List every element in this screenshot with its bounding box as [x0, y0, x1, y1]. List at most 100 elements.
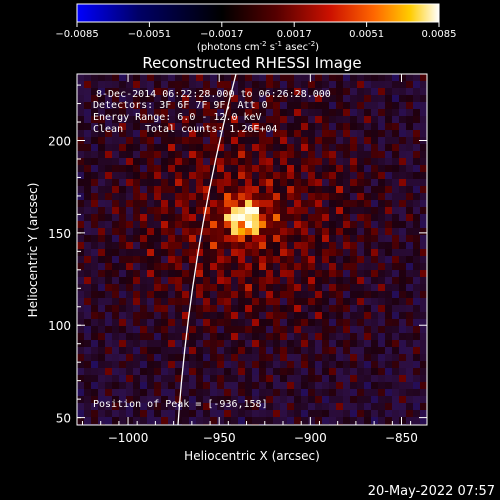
- heatmap-cell: [385, 81, 392, 88]
- heatmap-cell: [392, 389, 399, 396]
- heatmap-cell: [259, 186, 266, 193]
- heatmap-cell: [182, 403, 189, 410]
- heatmap-cell: [413, 144, 420, 151]
- heatmap-cell: [84, 375, 91, 382]
- heatmap-cell: [224, 284, 231, 291]
- heatmap-cell: [154, 137, 161, 144]
- heatmap-cell: [413, 389, 420, 396]
- heatmap-cell: [175, 333, 182, 340]
- heatmap-cell: [308, 81, 315, 88]
- heatmap-cell: [329, 200, 336, 207]
- heatmap-cell: [203, 403, 210, 410]
- heatmap-cell: [84, 200, 91, 207]
- heatmap-cell: [245, 151, 252, 158]
- heatmap-cell: [133, 186, 140, 193]
- heatmap-cell: [322, 200, 329, 207]
- heatmap-cell: [280, 193, 287, 200]
- heatmap-cell: [336, 389, 343, 396]
- heatmap-cell: [175, 284, 182, 291]
- heatmap-cell: [392, 116, 399, 123]
- heatmap-cell: [168, 109, 175, 116]
- heatmap-cell: [126, 368, 133, 375]
- heatmap-cell: [112, 172, 119, 179]
- heatmap-cell: [385, 284, 392, 291]
- heatmap-cell: [371, 368, 378, 375]
- heatmap-cell: [378, 340, 385, 347]
- heatmap-cell: [154, 347, 161, 354]
- heatmap-cell: [350, 214, 357, 221]
- heatmap-cell: [371, 361, 378, 368]
- heatmap-cell: [112, 284, 119, 291]
- heatmap-cell: [91, 417, 98, 424]
- heatmap-cell: [154, 270, 161, 277]
- heatmap-cell: [406, 333, 413, 340]
- heatmap-cell: [357, 172, 364, 179]
- heatmap-cell: [154, 214, 161, 221]
- heatmap-cell: [259, 284, 266, 291]
- heatmap-cell: [315, 102, 322, 109]
- heatmap-cell: [77, 256, 84, 263]
- heatmap-cell: [413, 298, 420, 305]
- heatmap-cell: [98, 214, 105, 221]
- heatmap-cell: [147, 375, 154, 382]
- heatmap-cell: [217, 403, 224, 410]
- heatmap-cell: [399, 305, 406, 312]
- heatmap-cell: [189, 354, 196, 361]
- heatmap-cell: [210, 291, 217, 298]
- heatmap-cell: [175, 319, 182, 326]
- heatmap-cell: [399, 298, 406, 305]
- heatmap-cell: [203, 270, 210, 277]
- heatmap-cell: [245, 417, 252, 424]
- heatmap-cell: [238, 123, 245, 130]
- heatmap-cell: [217, 200, 224, 207]
- heatmap-cell: [203, 326, 210, 333]
- heatmap-cell: [210, 368, 217, 375]
- heatmap-cell: [140, 144, 147, 151]
- heatmap-cell: [210, 74, 217, 81]
- heatmap-cell: [105, 354, 112, 361]
- heatmap-cell: [154, 151, 161, 158]
- heatmap-cell: [273, 417, 280, 424]
- heatmap-cell: [294, 284, 301, 291]
- heatmap-cell: [280, 165, 287, 172]
- heatmap-cell: [350, 207, 357, 214]
- heatmap-cell: [182, 158, 189, 165]
- heatmap-cell: [77, 179, 84, 186]
- heatmap-cell: [413, 81, 420, 88]
- heatmap-cell: [112, 137, 119, 144]
- heatmap-cell: [371, 284, 378, 291]
- heatmap-cell: [301, 291, 308, 298]
- heatmap-cell: [385, 158, 392, 165]
- heatmap-cell: [91, 242, 98, 249]
- heatmap-cell: [112, 417, 119, 424]
- heatmap-cell: [392, 319, 399, 326]
- heatmap-cell: [154, 256, 161, 263]
- heatmap-cell: [357, 151, 364, 158]
- heatmap-cell: [231, 179, 238, 186]
- heatmap-cell: [336, 375, 343, 382]
- heatmap-cell: [147, 277, 154, 284]
- heatmap-cell: [350, 116, 357, 123]
- heatmap-cell: [371, 347, 378, 354]
- heatmap-cell: [392, 81, 399, 88]
- heatmap-cell: [245, 200, 252, 207]
- heatmap-cell: [322, 151, 329, 158]
- heatmap-cell: [385, 95, 392, 102]
- heatmap-cell: [119, 326, 126, 333]
- heatmap-cell: [413, 242, 420, 249]
- heatmap-cell: [161, 361, 168, 368]
- heatmap-cell: [371, 375, 378, 382]
- heatmap-cell: [329, 116, 336, 123]
- heatmap-cell: [329, 179, 336, 186]
- heatmap-cell: [112, 116, 119, 123]
- heatmap-cell: [266, 165, 273, 172]
- heatmap-cell: [133, 277, 140, 284]
- heatmap-cell: [399, 158, 406, 165]
- heatmap-cell: [350, 277, 357, 284]
- heatmap-cell: [196, 221, 203, 228]
- heatmap-cell: [364, 207, 371, 214]
- heatmap-cell: [140, 347, 147, 354]
- heatmap-cell: [189, 361, 196, 368]
- heatmap-cell: [98, 270, 105, 277]
- heatmap-cell: [161, 151, 168, 158]
